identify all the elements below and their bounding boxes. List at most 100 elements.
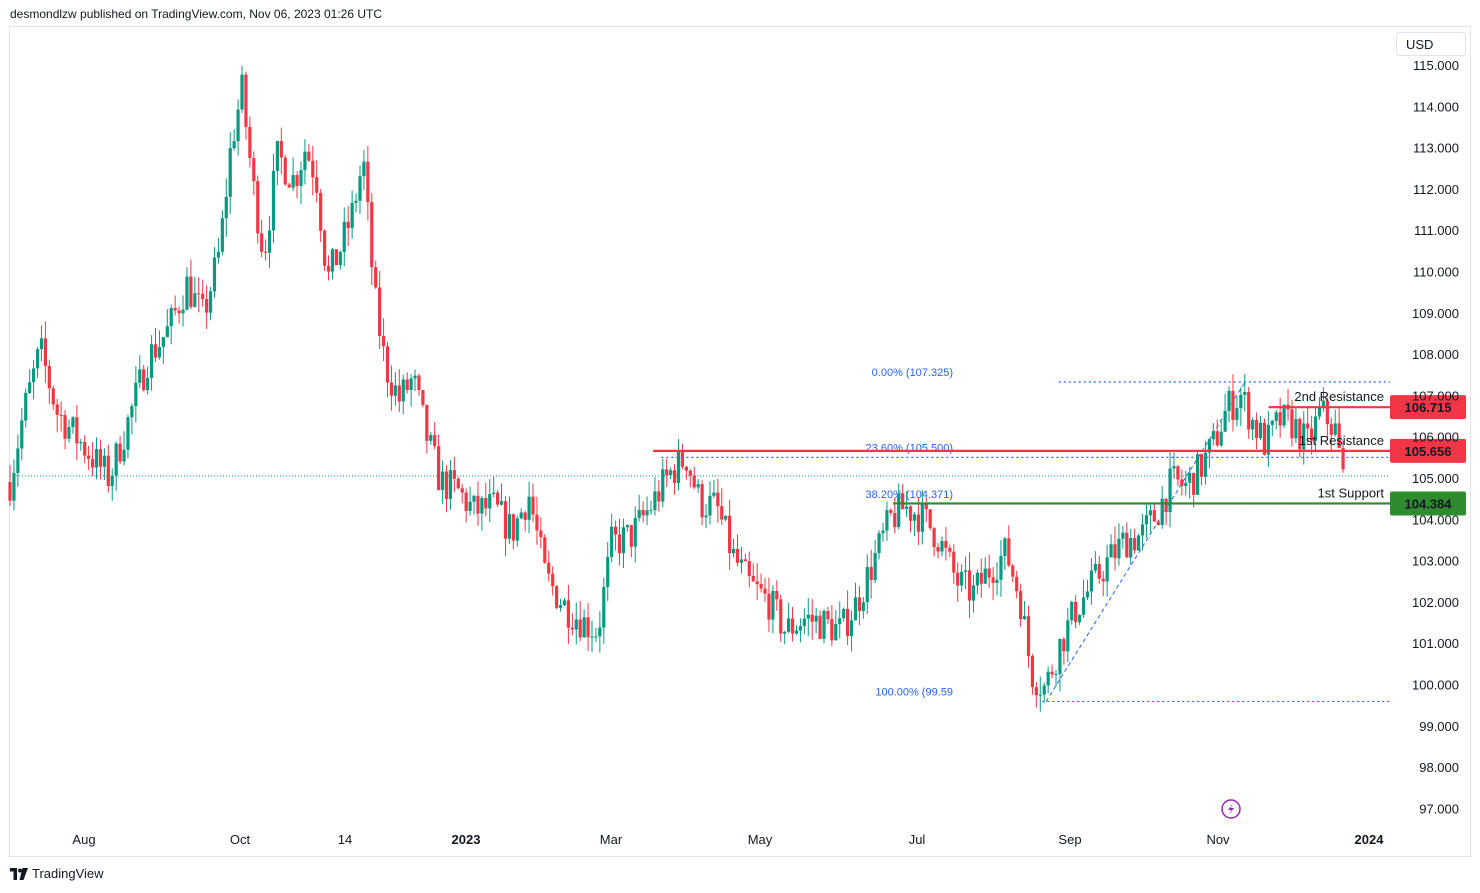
candle[interactable]	[1007, 525, 1011, 568]
candle[interactable]	[1117, 523, 1121, 566]
candle[interactable]	[47, 359, 51, 404]
candle[interactable]	[24, 388, 28, 428]
candle[interactable]	[8, 465, 12, 507]
candle[interactable]	[378, 271, 382, 350]
candle[interactable]	[743, 553, 747, 562]
candle[interactable]	[114, 441, 118, 491]
candle[interactable]	[1203, 441, 1208, 485]
candle[interactable]	[1093, 551, 1097, 574]
candle[interactable]	[1125, 522, 1129, 558]
candle[interactable]	[1325, 397, 1329, 441]
candle[interactable]	[87, 445, 91, 471]
candle[interactable]	[409, 374, 413, 407]
candle[interactable]	[220, 210, 224, 256]
candle[interactable]	[1046, 666, 1050, 694]
candle[interactable]	[1306, 407, 1310, 443]
candle[interactable]	[1251, 417, 1255, 441]
candle[interactable]	[806, 598, 810, 637]
candle[interactable]	[613, 520, 618, 551]
candle[interactable]	[979, 558, 983, 598]
candle[interactable]	[539, 517, 543, 549]
candle[interactable]	[496, 489, 500, 507]
candle[interactable]	[1038, 676, 1042, 712]
candle[interactable]	[716, 478, 720, 523]
candle[interactable]	[1136, 533, 1141, 551]
candle[interactable]	[637, 494, 641, 522]
candle[interactable]	[94, 437, 99, 480]
candle[interactable]	[279, 127, 283, 175]
candle[interactable]	[971, 574, 976, 613]
candle[interactable]	[83, 435, 87, 464]
candle[interactable]	[916, 497, 920, 546]
candle[interactable]	[582, 609, 586, 639]
candle[interactable]	[468, 486, 472, 516]
candle[interactable]	[975, 569, 979, 595]
candle[interactable]	[499, 483, 504, 506]
candle[interactable]	[1254, 412, 1259, 450]
candle[interactable]	[264, 239, 268, 261]
candle[interactable]	[924, 497, 928, 522]
candle[interactable]	[680, 443, 685, 470]
lightning-icon[interactable]	[1221, 799, 1241, 819]
candle[interactable]	[153, 327, 158, 362]
candle[interactable]	[1078, 614, 1082, 625]
candle[interactable]	[1266, 411, 1270, 467]
candle[interactable]	[787, 602, 791, 634]
candle[interactable]	[948, 544, 952, 557]
candle[interactable]	[1286, 389, 1290, 421]
candle[interactable]	[425, 404, 429, 454]
candle[interactable]	[771, 585, 775, 634]
candle[interactable]	[845, 590, 850, 645]
candle[interactable]	[12, 459, 16, 511]
candle[interactable]	[1058, 638, 1062, 692]
candle[interactable]	[1148, 503, 1152, 533]
candle[interactable]	[728, 499, 732, 570]
candle[interactable]	[818, 610, 822, 640]
candle[interactable]	[1066, 607, 1070, 663]
candle[interactable]	[633, 506, 637, 563]
candle[interactable]	[39, 325, 44, 362]
candle[interactable]	[366, 145, 370, 221]
candle[interactable]	[362, 149, 366, 190]
candle[interactable]	[16, 434, 20, 487]
candle[interactable]	[248, 116, 252, 168]
candle[interactable]	[551, 566, 555, 596]
candle[interactable]	[1199, 453, 1204, 486]
candle[interactable]	[555, 585, 559, 610]
candle[interactable]	[586, 603, 590, 652]
candle[interactable]	[1015, 570, 1019, 599]
candle[interactable]	[621, 518, 626, 569]
candle[interactable]	[928, 509, 932, 531]
candle[interactable]	[307, 143, 311, 162]
candle[interactable]	[625, 524, 629, 532]
candle[interactable]	[1184, 470, 1188, 496]
candle[interactable]	[35, 346, 40, 378]
candle[interactable]	[90, 441, 95, 477]
candle[interactable]	[814, 608, 818, 634]
candle[interactable]	[920, 490, 924, 545]
candle[interactable]	[983, 557, 987, 584]
candle[interactable]	[228, 131, 232, 214]
candle[interactable]	[649, 500, 653, 515]
candle[interactable]	[775, 580, 779, 611]
candle[interactable]	[952, 544, 956, 584]
candle[interactable]	[747, 551, 751, 588]
candle[interactable]	[849, 610, 854, 652]
candle[interactable]	[999, 539, 1003, 597]
candle[interactable]	[735, 534, 740, 567]
candle[interactable]	[1239, 387, 1243, 427]
candle[interactable]	[1109, 534, 1113, 558]
candle[interactable]	[672, 464, 677, 495]
candle[interactable]	[126, 414, 130, 459]
candle[interactable]	[488, 479, 492, 522]
candle[interactable]	[212, 247, 217, 298]
candle[interactable]	[1081, 579, 1086, 618]
candle[interactable]	[63, 410, 67, 450]
candle[interactable]	[645, 496, 649, 525]
candle[interactable]	[1227, 386, 1231, 423]
candle[interactable]	[956, 562, 960, 602]
candle[interactable]	[197, 277, 201, 313]
candle[interactable]	[665, 458, 669, 487]
candle[interactable]	[134, 366, 138, 423]
candle[interactable]	[421, 390, 425, 408]
